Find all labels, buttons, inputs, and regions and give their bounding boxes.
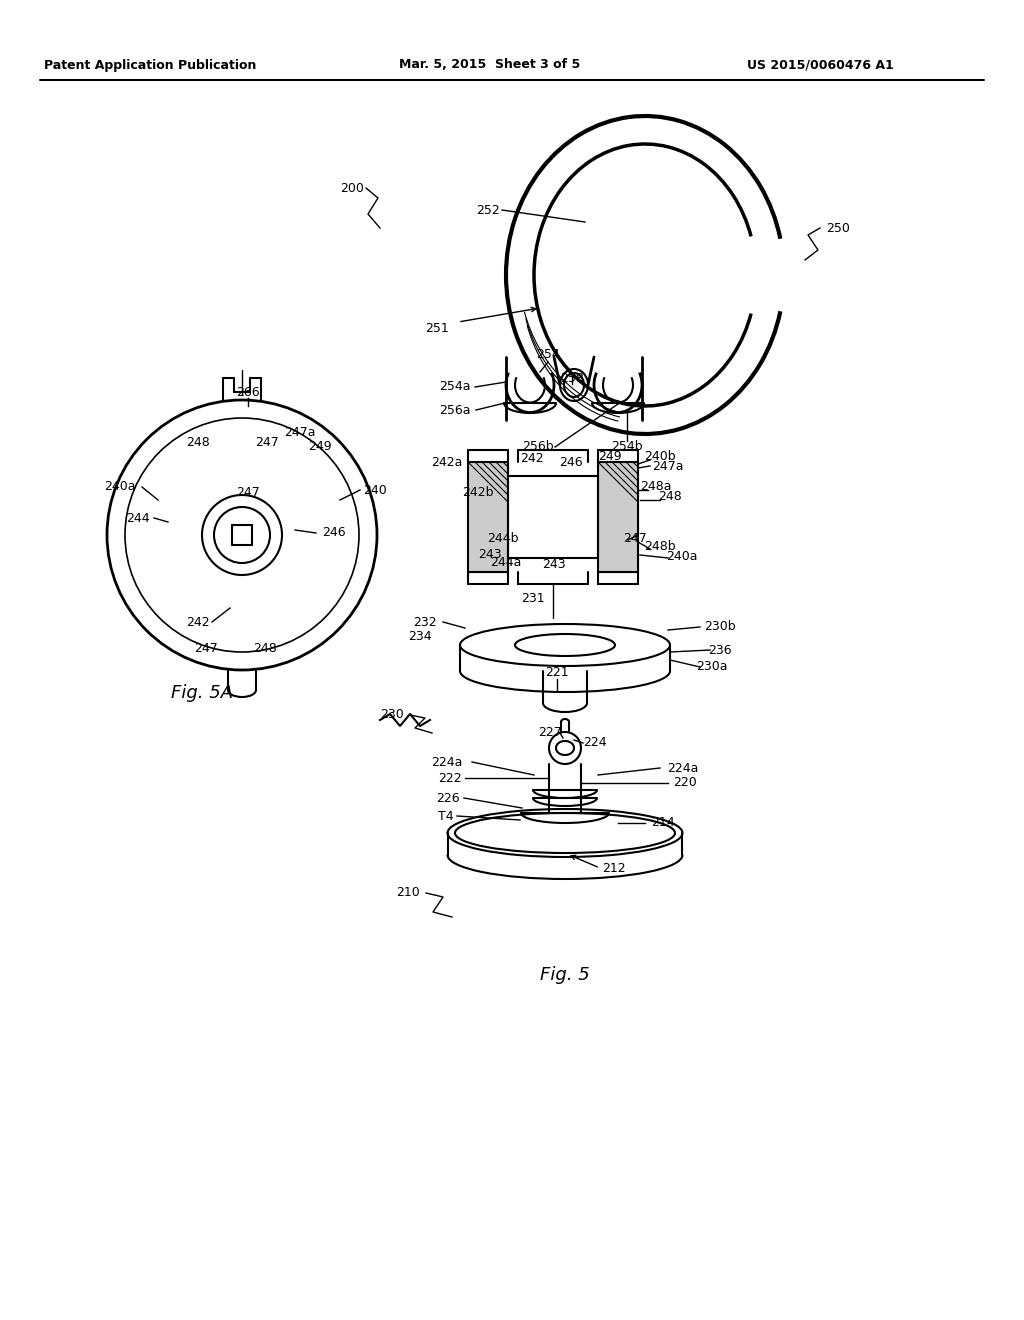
Text: 240a: 240a (104, 480, 136, 494)
Text: 244a: 244a (490, 556, 521, 569)
Text: 248: 248 (658, 491, 682, 503)
Text: 258: 258 (560, 371, 584, 384)
Text: 248: 248 (186, 436, 210, 449)
Text: 252: 252 (476, 203, 500, 216)
Text: 250: 250 (826, 222, 850, 235)
Text: 266: 266 (237, 387, 260, 400)
Text: 243: 243 (542, 557, 566, 570)
Text: 248b: 248b (644, 540, 676, 553)
Text: 227: 227 (539, 726, 562, 739)
Text: 247: 247 (255, 437, 279, 450)
Text: Mar. 5, 2015  Sheet 3 of 5: Mar. 5, 2015 Sheet 3 of 5 (399, 58, 581, 71)
Text: 221: 221 (545, 667, 568, 680)
Text: 242: 242 (186, 615, 210, 628)
Text: 242a: 242a (431, 455, 462, 469)
Text: 226: 226 (436, 792, 460, 804)
Text: 224a: 224a (431, 755, 463, 768)
Text: 249: 249 (308, 441, 332, 454)
Text: 220: 220 (673, 776, 697, 789)
Text: 236: 236 (709, 644, 732, 656)
Text: 222: 222 (438, 771, 462, 784)
Text: 240a: 240a (667, 549, 697, 562)
Text: 234: 234 (409, 631, 432, 644)
Text: 240: 240 (364, 483, 387, 496)
Polygon shape (508, 477, 598, 558)
Text: 247: 247 (195, 642, 218, 655)
Text: 232: 232 (414, 615, 437, 628)
Text: 230b: 230b (705, 620, 736, 634)
Text: 242: 242 (520, 451, 544, 465)
Text: 246: 246 (323, 527, 346, 540)
Polygon shape (598, 462, 638, 572)
Text: 246: 246 (559, 455, 583, 469)
Text: 212: 212 (602, 862, 626, 874)
Text: 247: 247 (237, 486, 260, 499)
Text: 251: 251 (425, 322, 449, 334)
Text: 214: 214 (651, 817, 675, 829)
Text: 249: 249 (598, 450, 622, 462)
Text: 224: 224 (584, 737, 607, 750)
Text: 224a: 224a (668, 762, 698, 775)
Text: 242b: 242b (462, 486, 494, 499)
Text: 200: 200 (340, 181, 364, 194)
Text: Patent Application Publication: Patent Application Publication (44, 58, 256, 71)
Text: 247a: 247a (652, 459, 684, 473)
Text: 230a: 230a (696, 660, 728, 673)
Text: 248a: 248a (640, 480, 672, 494)
Text: 256b: 256b (522, 441, 554, 454)
Text: 231: 231 (521, 591, 545, 605)
Text: T4: T4 (438, 809, 454, 822)
Text: 254b: 254b (611, 441, 643, 454)
Text: Fig. 5: Fig. 5 (540, 966, 590, 983)
Text: 230: 230 (380, 709, 403, 722)
Text: 248: 248 (253, 642, 276, 655)
Text: Fig. 5A: Fig. 5A (171, 684, 233, 702)
Text: 256a: 256a (439, 404, 471, 417)
Text: 254: 254 (537, 348, 560, 362)
Text: 254a: 254a (439, 380, 471, 393)
Text: 210: 210 (396, 887, 420, 899)
Text: 244b: 244b (487, 532, 519, 544)
Text: US 2015/0060476 A1: US 2015/0060476 A1 (746, 58, 893, 71)
Text: 244: 244 (126, 511, 150, 524)
Text: 247: 247 (624, 532, 647, 544)
Text: 247a: 247a (285, 425, 315, 438)
Polygon shape (468, 462, 508, 572)
Text: 243: 243 (478, 548, 502, 561)
Text: 240b: 240b (644, 450, 676, 462)
